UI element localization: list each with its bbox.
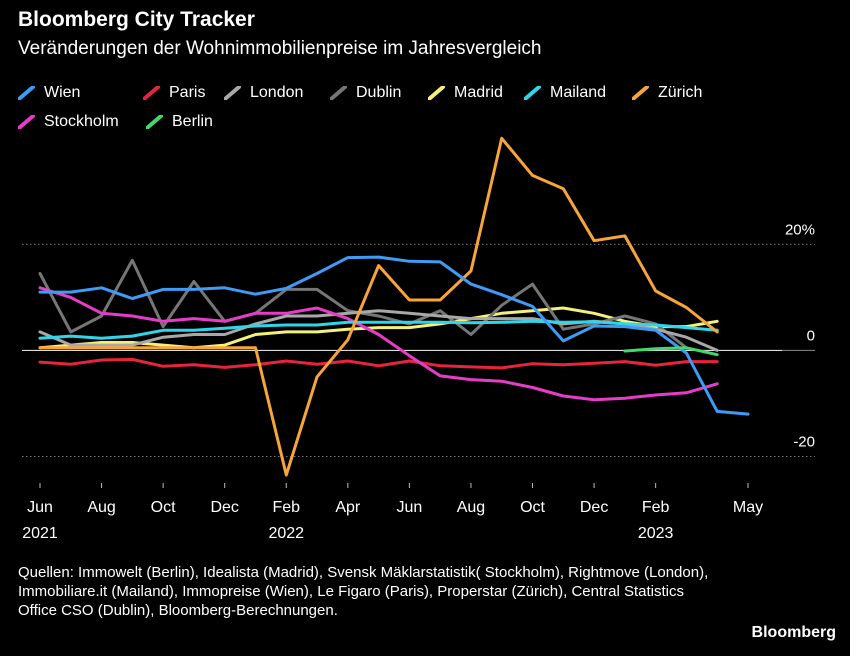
legend-label: Mailand [550, 84, 607, 101]
series-line-wien [38, 255, 750, 416]
series-line-berlin [623, 346, 719, 357]
legend-swatch-icon [146, 115, 164, 129]
legend-label: Paris [169, 84, 206, 101]
x-tick-year-label: 2023 [638, 525, 674, 542]
x-tick-label: Dec [580, 499, 608, 516]
y-tick-label: 0 [807, 327, 815, 344]
chart-title: Bloomberg City Tracker [18, 8, 255, 31]
x-tick-label: Oct [520, 499, 545, 516]
x-tick-label: Jun [27, 499, 53, 516]
x-tick-year-label: 2022 [268, 525, 304, 542]
bloomberg-logo: Bloomberg [751, 624, 836, 641]
x-tick-label: Aug [87, 499, 115, 516]
legend-swatch-icon [18, 115, 36, 129]
x-tick-label: Aug [457, 499, 485, 516]
x-tick-label: Apr [335, 499, 361, 516]
sources-note: Quellen: Immowelt (Berlin), Idealista (M… [18, 564, 709, 619]
x-tick-year-label: 2021 [22, 525, 58, 542]
series-line-paris [38, 357, 719, 370]
legend-label: Stockholm [44, 113, 119, 130]
legend-swatch-icon [428, 86, 446, 100]
series-line-mailand [38, 319, 719, 340]
x-tick-label: Feb [642, 499, 670, 516]
legend-label: Dublin [356, 84, 402, 101]
series-line-stockholm [38, 286, 719, 402]
legend-swatch-icon [143, 86, 161, 100]
legend-label: Berlin [172, 113, 213, 130]
chart-subtitle: Veränderungen der Wohnimmobilienpreise i… [18, 38, 542, 59]
legend-swatch-icon [330, 86, 348, 100]
legend-swatch-icon [524, 86, 542, 100]
legend-swatch-icon [224, 86, 242, 100]
x-tick-label: Oct [151, 499, 176, 516]
y-tick-label: 20% [785, 221, 815, 238]
x-tick-label: Feb [272, 499, 300, 516]
legend-swatch-icon [632, 86, 650, 100]
series-line-zurich [38, 136, 719, 477]
series-line-madrid [38, 306, 719, 350]
x-tick-label: May [733, 499, 763, 516]
legend-label: Zürich [658, 84, 703, 101]
legend-label: London [250, 84, 304, 101]
legend-label: Wien [44, 84, 81, 101]
x-tick-label: Jun [396, 499, 422, 516]
legend-label: Madrid [454, 84, 503, 101]
y-tick-label: -20 [793, 433, 815, 450]
x-tick-label: Dec [210, 499, 238, 516]
legend-swatch-icon [18, 86, 36, 100]
